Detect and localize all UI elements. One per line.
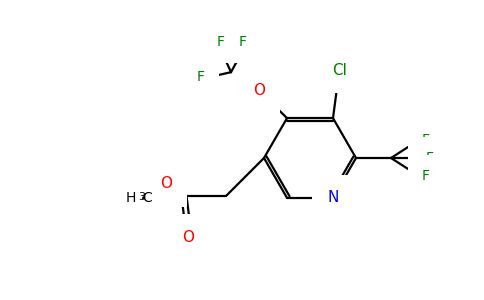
Text: F: F	[426, 151, 434, 165]
Text: F: F	[422, 169, 430, 183]
Text: N: N	[327, 190, 339, 205]
Text: F: F	[422, 133, 430, 147]
Text: C: C	[142, 191, 152, 205]
Text: H: H	[126, 191, 136, 205]
Text: 3: 3	[138, 192, 145, 202]
Text: F: F	[239, 35, 247, 49]
Text: O: O	[253, 83, 265, 98]
Text: F: F	[197, 70, 205, 84]
Text: O: O	[160, 176, 172, 191]
Text: O: O	[182, 230, 194, 244]
Text: F: F	[217, 35, 225, 49]
Text: Cl: Cl	[333, 63, 348, 78]
